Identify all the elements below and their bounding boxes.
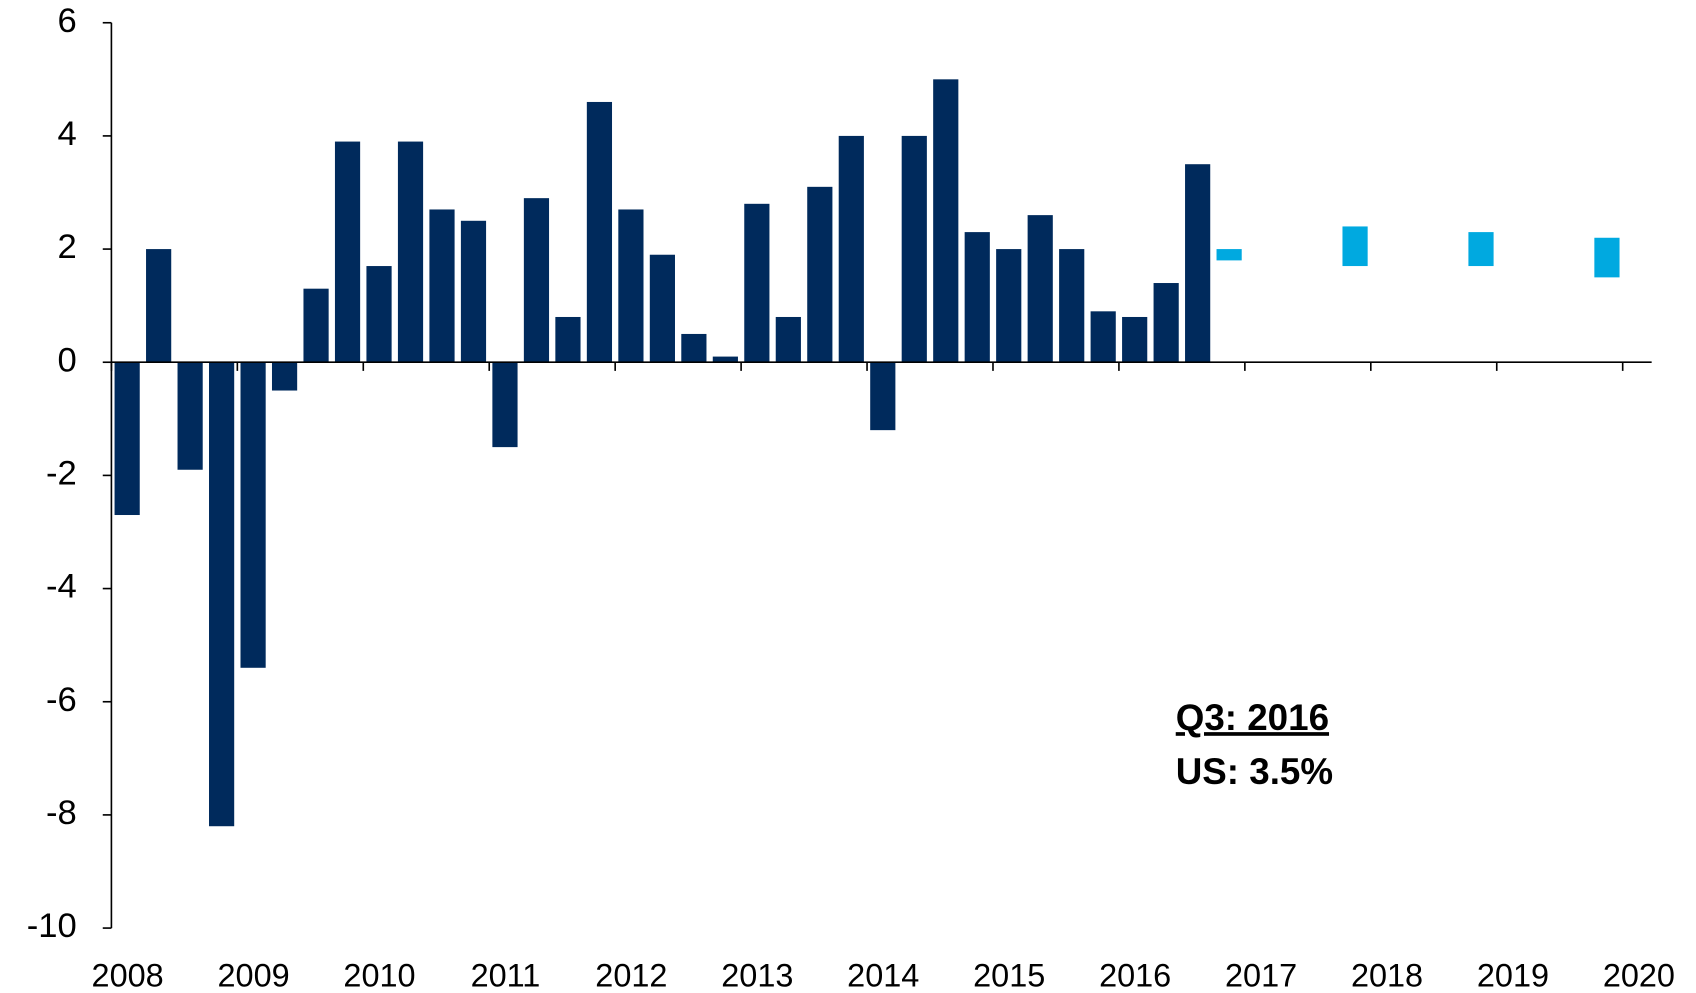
bar	[460, 220, 487, 363]
annotation: Q3: 2016	[1176, 697, 1329, 738]
x-tick-label: 2014	[847, 957, 919, 993]
bar	[492, 362, 518, 448]
bar	[775, 316, 801, 363]
bar	[366, 266, 392, 363]
bar	[586, 101, 613, 363]
bar	[240, 362, 266, 668]
x-tick-label: 2017	[1225, 957, 1297, 993]
bar	[838, 135, 864, 363]
x-tick-label: 2011	[471, 957, 541, 993]
forecast-range-bar	[1594, 237, 1620, 278]
bar	[146, 249, 172, 363]
bar	[901, 135, 927, 363]
forecast-range-bar	[1468, 232, 1494, 267]
x-tick-label: 2009	[217, 957, 289, 993]
bar	[712, 356, 738, 363]
y-tick-label: 2	[58, 228, 77, 266]
bar	[1059, 249, 1085, 363]
bar	[681, 333, 707, 363]
x-tick-label: 2018	[1351, 957, 1423, 993]
x-tick-label: 2015	[973, 957, 1045, 993]
bar	[209, 362, 235, 827]
bar	[1153, 283, 1179, 363]
bar	[933, 79, 959, 363]
x-tick-label: 2020	[1603, 957, 1675, 993]
bar	[303, 288, 329, 363]
y-tick-label: -8	[46, 794, 77, 832]
bar	[523, 198, 550, 363]
bar	[807, 186, 833, 363]
bar	[397, 141, 424, 363]
bar	[555, 316, 581, 363]
x-tick-label: 2019	[1477, 957, 1549, 993]
bar	[1027, 215, 1053, 363]
bar	[114, 362, 140, 516]
y-tick-label: -6	[46, 681, 77, 719]
x-tick-label: 2012	[595, 957, 667, 993]
bar	[1122, 316, 1148, 363]
annotation: US: 3.5%	[1176, 751, 1333, 792]
bar	[271, 362, 298, 391]
bar	[964, 232, 990, 363]
bar	[649, 254, 675, 363]
y-tick-label: 0	[58, 341, 77, 379]
forecast-range-bar	[1216, 249, 1242, 261]
bar	[744, 203, 770, 363]
y-tick-label: -10	[27, 907, 77, 945]
y-tick-label: 6	[58, 2, 77, 40]
x-tick-label: 2016	[1099, 957, 1171, 993]
x-tick-label: 2008	[92, 957, 164, 993]
bar	[334, 141, 361, 363]
bar	[996, 249, 1022, 363]
y-tick-label: -4	[46, 568, 77, 606]
bar	[618, 209, 644, 363]
bar	[429, 209, 455, 363]
x-tick-label: 2010	[343, 957, 415, 993]
x-tick-label: 2013	[721, 957, 793, 993]
bar	[177, 362, 203, 470]
forecast-range-bar	[1342, 226, 1368, 267]
y-tick-label: -2	[46, 455, 77, 493]
y-tick-label: 4	[58, 115, 77, 153]
bar	[870, 362, 896, 431]
bar	[1185, 164, 1211, 363]
bar	[1090, 311, 1116, 363]
